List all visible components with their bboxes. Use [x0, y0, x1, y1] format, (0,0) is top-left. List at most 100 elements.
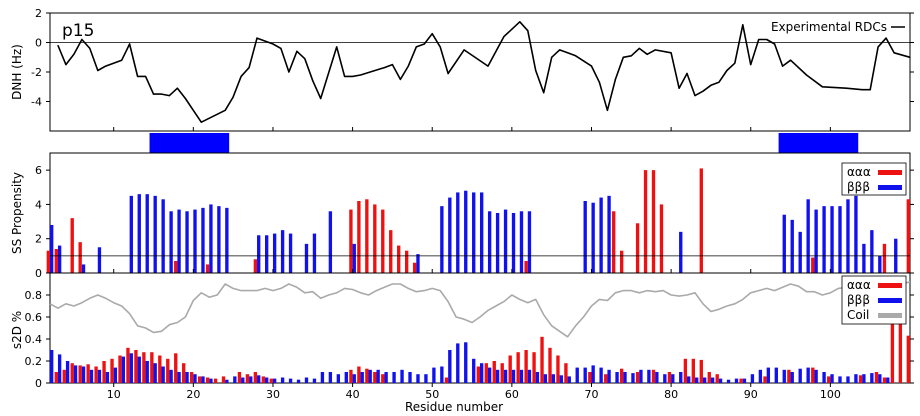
alpha-s2d-bar: [373, 372, 377, 383]
beta-s2d-bar: [790, 372, 794, 383]
beta-propensity-bar: [838, 206, 842, 273]
rdc-data-point: [280, 47, 282, 50]
beta-s2d-bar: [687, 376, 691, 383]
beta-propensity-bar: [209, 204, 213, 273]
beta-s2d-bar: [774, 367, 778, 383]
rdc-data-point: [240, 75, 242, 78]
propensity-legend-beta-label: βββ: [847, 180, 870, 194]
x-tick-label: 20: [186, 388, 200, 401]
alpha-s2d-bar: [237, 372, 242, 383]
beta-s2d-bar: [583, 367, 587, 383]
propensity-y-tick-label: 2: [35, 233, 42, 246]
beta-s2d-bar: [511, 369, 516, 383]
beta-propensity-bar: [519, 211, 524, 273]
rdc-data-point: [614, 78, 616, 80]
rdc-data-point: [543, 92, 545, 94]
alpha-propensity-bar: [524, 261, 528, 273]
beta-s2d-bar: [878, 374, 882, 383]
beta-propensity-bar: [790, 219, 794, 273]
rdc-data-point: [742, 24, 744, 26]
rdc-data-point: [527, 30, 529, 32]
rdc-y-tick-label: 2: [35, 7, 42, 20]
alpha-s2d-bar: [667, 372, 672, 383]
beta-propensity-bar: [527, 211, 532, 273]
beta-s2d-bar: [822, 372, 826, 383]
panel-label: p15: [62, 21, 94, 41]
alpha-s2d-bar: [906, 335, 910, 383]
rdc-data-point: [781, 65, 784, 67]
beta-propensity-bar: [185, 211, 189, 273]
beta-s2d-bar: [416, 374, 420, 383]
coil-series-line: [49, 280, 911, 338]
beta-propensity-bar: [81, 264, 86, 273]
alpha-s2d-bar: [118, 355, 122, 383]
alpha-propensity-bar: [174, 261, 178, 273]
beta-s2d-bar: [257, 375, 261, 383]
beta-s2d-bar: [814, 369, 818, 383]
rdc-data-point: [885, 37, 887, 39]
beta-propensity-bar: [472, 192, 476, 273]
rdc-data-point: [160, 93, 163, 95]
alpha-propensity-bar: [365, 199, 369, 273]
rdc-data-point: [176, 87, 179, 89]
beta-propensity-bar: [145, 194, 149, 273]
alpha-s2d-bar: [588, 372, 592, 383]
rdc-data-point: [105, 65, 107, 67]
rdc-y-tick-label: -2: [31, 66, 42, 79]
s2d-y-axis: 0.8 0.6 0.4 0.2 0: [25, 289, 914, 390]
beta-s2d-bar: [671, 374, 675, 383]
s2d-y-tick-label: 0.2: [25, 355, 43, 368]
beta-s2d-bar: [607, 369, 611, 383]
alpha-s2d-bar: [508, 355, 512, 383]
beta-propensity-bar: [352, 243, 356, 273]
beta-s2d-bar: [535, 372, 540, 383]
alpha-s2d-bar: [651, 369, 656, 383]
propensity-legend-beta-swatch: [878, 185, 902, 190]
beta-s2d-bar: [328, 372, 333, 383]
beta-s2d-bar: [830, 374, 834, 383]
rdc-data-point: [121, 59, 123, 61]
beta-propensity-bar: [225, 207, 229, 273]
rdc-data-point: [503, 36, 505, 38]
beta-s2d-bar: [272, 378, 277, 383]
beta-s2d-bar: [368, 369, 372, 383]
alpha-propensity-bar: [205, 264, 210, 273]
rdc-data-point: [646, 53, 648, 55]
beta-propensity-bar: [607, 195, 611, 273]
rdc-data-point: [821, 86, 824, 88]
rdc-data-point: [391, 64, 394, 66]
beta-s2d-bar: [567, 376, 571, 383]
alpha-s2d-bar: [524, 350, 528, 383]
beta-s2d-bar: [758, 369, 763, 383]
alpha-propensity-bar: [253, 259, 258, 273]
beta-propensity-bar: [272, 233, 277, 273]
beta-s2d-bar: [519, 369, 524, 383]
alpha-s2d-bar: [556, 355, 560, 383]
beta-s2d-bar: [249, 376, 253, 383]
beta-propensity-bar: [878, 255, 882, 273]
secondary-structure-block: [778, 133, 859, 153]
beta-propensity-bar: [798, 231, 802, 273]
rdc-data-point: [566, 52, 569, 54]
beta-s2d-bar: [296, 379, 301, 383]
beta-s2d-bar: [432, 367, 436, 383]
s2d-legend: ααα βββ Coil: [841, 275, 907, 325]
beta-s2d-bar: [631, 373, 635, 383]
rdc-y-axis-label: DNH (Hz): [10, 44, 24, 100]
rdc-data-point: [439, 46, 441, 48]
alpha-s2d-bar: [739, 378, 743, 383]
rdc-data-point: [750, 64, 752, 66]
s2d-x-axis: 10 20 30 40 50 60 70 80 90 100: [107, 383, 841, 401]
alpha-s2d-bar: [516, 352, 520, 383]
rdc-data-point: [232, 96, 234, 98]
beta-s2d-bar: [663, 374, 667, 383]
alpha-propensity-bar: [46, 250, 50, 273]
alpha-s2d-bar: [548, 347, 552, 383]
beta-propensity-bar: [280, 230, 285, 273]
s2d-legend-alpha-label: ααα: [847, 278, 871, 292]
beta-s2d-bar: [233, 376, 237, 383]
beta-propensity-bar: [177, 209, 181, 273]
alpha-s2d-bar: [787, 369, 791, 383]
alpha-s2d-bar: [827, 376, 831, 383]
x-tick-label: 90: [744, 388, 758, 401]
